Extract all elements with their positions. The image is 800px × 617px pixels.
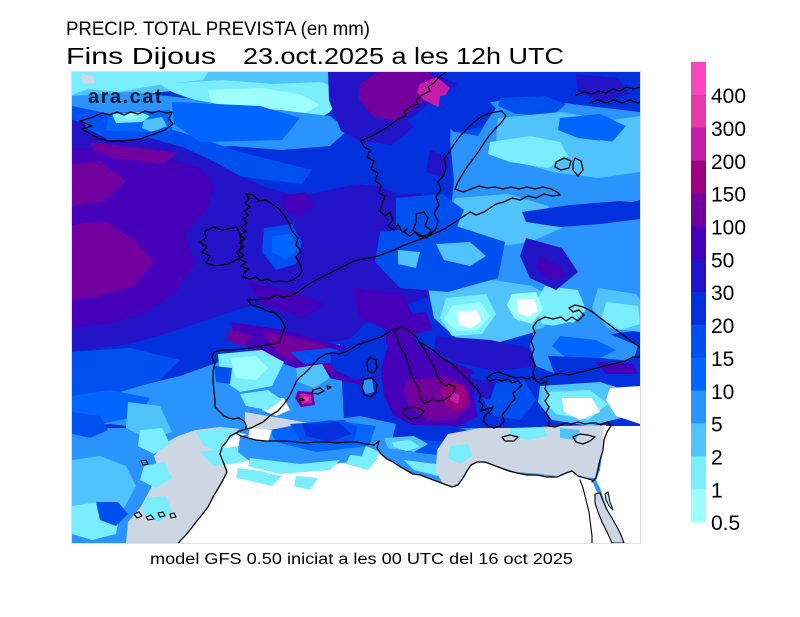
svg-text:model GFS 0.50 iniciat a les 0: model GFS 0.50 iniciat a les 00 UTC del … <box>150 551 573 568</box>
svg-text:0.5: 0.5 <box>711 512 740 535</box>
svg-text:ara.cat: ara.cat <box>88 86 163 108</box>
svg-text:PRECIP. TOTAL PREVISTA (en mm): PRECIP. TOTAL PREVISTA (en mm) <box>66 19 370 40</box>
svg-text:150: 150 <box>711 184 746 207</box>
svg-text:1: 1 <box>711 479 723 502</box>
svg-text:Fins Dijous: Fins Dijous <box>66 43 216 69</box>
svg-text:400: 400 <box>711 85 746 108</box>
svg-text:10: 10 <box>711 381 734 404</box>
svg-text:300: 300 <box>711 118 746 141</box>
svg-text:2: 2 <box>711 446 723 469</box>
svg-text:200: 200 <box>711 151 746 174</box>
svg-text:23.oct.2025 a les 12h UTC: 23.oct.2025 a les 12h UTC <box>243 43 564 69</box>
svg-text:5: 5 <box>711 414 723 437</box>
svg-text:20: 20 <box>711 315 734 338</box>
svg-text:100: 100 <box>711 216 746 239</box>
svg-text:15: 15 <box>711 348 734 371</box>
svg-text:30: 30 <box>711 282 734 305</box>
svg-text:50: 50 <box>711 249 734 272</box>
